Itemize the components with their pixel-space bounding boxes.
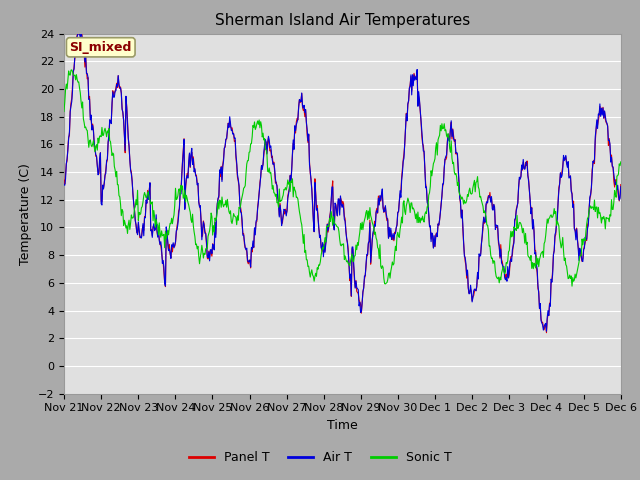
Panel T [185, 162, 193, 168]
Panel T [70, 64, 78, 70]
Sonic T [128, 215, 136, 221]
Air T [128, 179, 136, 184]
Air T [70, 66, 78, 72]
Panel T [428, 236, 435, 242]
Text: SI_mixed: SI_mixed [70, 41, 132, 54]
Panel T [128, 178, 136, 184]
Line: Sonic T: Sonic T [64, 70, 621, 286]
Panel T [543, 330, 550, 336]
Panel T [411, 74, 419, 80]
Sonic T [617, 159, 625, 165]
Sonic T [411, 210, 419, 216]
Sonic T [71, 72, 79, 78]
Air T [617, 184, 625, 190]
Sonic T [568, 283, 576, 289]
Title: Sherman Island Air Temperatures: Sherman Island Air Temperatures [215, 13, 470, 28]
Sonic T [214, 198, 222, 204]
Panel T [74, 31, 82, 36]
Sonic T [428, 168, 435, 174]
Line: Panel T: Panel T [64, 34, 621, 333]
Air T [543, 328, 550, 334]
Sonic T [185, 202, 193, 208]
Sonic T [68, 67, 76, 73]
Sonic T [60, 108, 68, 114]
Air T [60, 182, 68, 188]
Panel T [214, 195, 222, 201]
Air T [74, 31, 82, 36]
Air T [185, 159, 193, 165]
Air T [411, 77, 419, 83]
X-axis label: Time: Time [327, 419, 358, 432]
Panel T [617, 181, 625, 187]
Y-axis label: Temperature (C): Temperature (C) [19, 163, 32, 264]
Air T [214, 196, 222, 202]
Legend: Panel T, Air T, Sonic T: Panel T, Air T, Sonic T [184, 446, 456, 469]
Panel T [60, 177, 68, 183]
Air T [428, 239, 435, 244]
Line: Air T: Air T [64, 34, 621, 331]
